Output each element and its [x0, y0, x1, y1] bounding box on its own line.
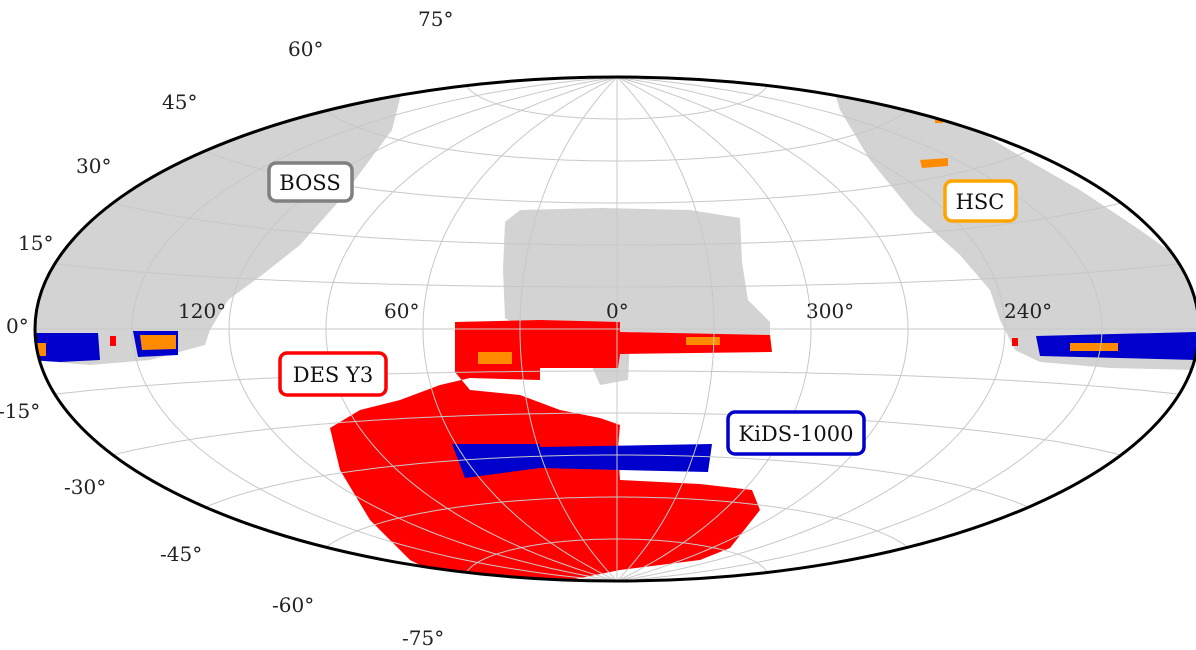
- meridian-line: [228, 76, 618, 582]
- kids-label-box: KiDS-1000: [726, 410, 866, 456]
- lat-label-m60: -60°: [272, 593, 314, 617]
- lon-label-240: 240°: [1004, 299, 1052, 323]
- meridian-line: [325, 76, 618, 582]
- lat-label-75: 75°: [418, 7, 453, 31]
- projection-outline: [33, 75, 1196, 583]
- lat-label-m30: -30°: [64, 475, 106, 499]
- boss-label: BOSS: [279, 171, 340, 195]
- meridian-line: [616, 76, 1006, 582]
- kids-label: KiDS-1000: [739, 422, 854, 446]
- lat-label-15: 15°: [18, 231, 53, 255]
- lat-label-m75: -75°: [402, 626, 444, 650]
- hsc-patch: [1070, 343, 1118, 351]
- boss-label-box: BOSS: [267, 161, 354, 203]
- des-patch: [1012, 338, 1018, 346]
- hsc-patch: [140, 335, 176, 350]
- lat-label-m45: -45°: [160, 542, 202, 566]
- kids-footprint-center: [452, 444, 712, 478]
- meridian-line: [519, 76, 618, 582]
- des-label-box: DES Y3: [278, 351, 388, 397]
- lat-label-m15: -15°: [0, 399, 40, 423]
- lat-label-30: 30°: [76, 154, 111, 178]
- meridian-line: [131, 76, 618, 582]
- hsc-label: HSC: [956, 190, 1005, 214]
- meridian-line: [616, 76, 715, 582]
- hsc-patch: [686, 337, 720, 345]
- des-patch: [110, 336, 116, 346]
- latitude-labels: 75° 60° 45° 30° 15° 0° -15° -30° -45° -6…: [0, 7, 453, 650]
- longitude-labels: 120° 60° 0° 300° 240°: [178, 299, 1052, 323]
- lat-label-45: 45°: [162, 90, 197, 114]
- lon-label-120: 120°: [178, 299, 226, 323]
- hsc-patch: [478, 352, 512, 364]
- lon-label-60: 60°: [384, 299, 419, 323]
- hsc-label-box: HSC: [943, 179, 1018, 223]
- kids-footprint-left: [35, 333, 100, 362]
- meridian-line: [422, 76, 618, 582]
- graticule: [35, 76, 1196, 582]
- lat-label-0: 0°: [6, 314, 29, 338]
- des-label: DES Y3: [293, 363, 373, 387]
- meridian-line: [616, 76, 909, 582]
- boss-footprint-left: [35, 77, 402, 365]
- lon-label-0: 0°: [606, 299, 629, 323]
- lat-label-60: 60°: [288, 37, 323, 61]
- meridian-line: [616, 76, 1103, 582]
- lon-label-300: 300°: [806, 299, 854, 323]
- meridian-line: [616, 76, 812, 582]
- hsc-patch: [920, 158, 948, 168]
